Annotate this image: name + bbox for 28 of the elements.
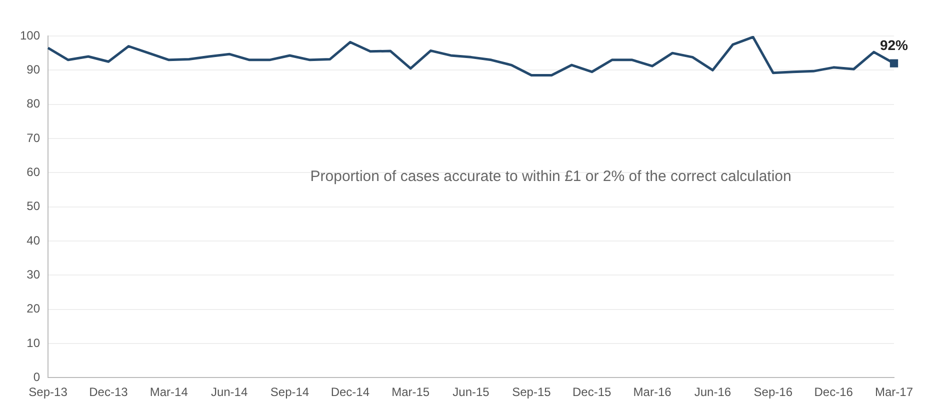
y-tick-label: 30 [26, 267, 40, 282]
x-tick-label: Sep-14 [270, 385, 310, 400]
y-tick-label: 50 [26, 199, 40, 214]
x-tick-label: Sep-13 [28, 385, 68, 400]
x-tick-label: Dec-14 [330, 385, 370, 400]
x-tick-label: Dec-15 [572, 385, 612, 400]
x-tick-label: Jun-14 [210, 385, 248, 400]
x-tick-label: Sep-15 [512, 385, 552, 400]
x-tick-label: Jun-16 [694, 385, 732, 400]
x-tick-label: Jun-15 [452, 385, 490, 400]
y-tick-label: 20 [26, 302, 40, 316]
x-tick-label: Sep-16 [754, 385, 793, 400]
x-tick-label: Mar-17 [874, 385, 914, 400]
y-tick-label: 80 [26, 96, 40, 111]
x-tick-label: Mar-16 [633, 385, 672, 400]
y-tick-label: 70 [26, 130, 40, 145]
y-tick-label: 0 [33, 370, 40, 384]
y-tick-label: 10 [26, 336, 40, 350]
x-tick-label: Dec-13 [89, 385, 128, 400]
y-tick-label: 100 [20, 28, 40, 42]
data-label: 92% [880, 37, 909, 54]
y-tick-label: 60 [26, 164, 40, 179]
y-tick-label: 90 [26, 62, 40, 76]
x-tick-label: Dec-16 [814, 385, 854, 400]
x-tick-label: Mar-14 [150, 385, 188, 400]
y-tick-label: 40 [26, 233, 40, 248]
annotation: Proportion of cases accurate to within £1 or 2% of the correct calculation [310, 168, 792, 185]
x-tick-label: Mar-15 [392, 385, 430, 400]
